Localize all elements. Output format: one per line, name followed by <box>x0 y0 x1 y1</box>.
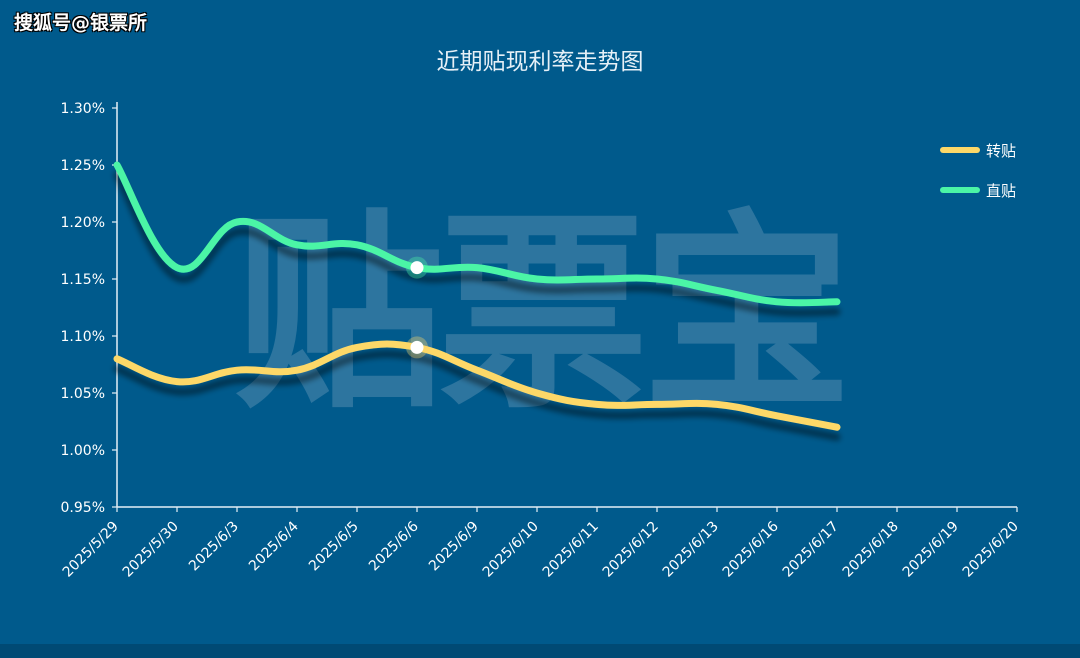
data-point <box>714 401 720 407</box>
x-tick-label: 2025/6/16 <box>720 518 782 580</box>
source-label: 搜狐号@银票所 <box>14 12 148 34</box>
data-point <box>234 367 240 373</box>
data-point <box>654 401 660 407</box>
data-point <box>174 265 180 271</box>
x-tick-label: 2025/6/6 <box>366 518 422 574</box>
data-point <box>714 287 720 293</box>
data-point <box>474 367 480 373</box>
legend-item[interactable]: 转贴 <box>940 130 1016 170</box>
data-point <box>474 265 480 271</box>
data-point <box>534 390 540 396</box>
data-point <box>294 367 300 373</box>
x-tick-label: 2025/6/4 <box>246 518 302 574</box>
data-point <box>354 242 360 248</box>
y-tick-label: 0.95% <box>61 500 105 516</box>
y-tick-label: 1.15% <box>61 272 105 288</box>
y-tick-label: 1.25% <box>61 158 105 174</box>
x-tick-label: 2025/5/29 <box>60 519 122 581</box>
x-tick-label: 2025/6/3 <box>186 519 242 575</box>
bottom-band <box>0 644 1080 658</box>
data-point <box>594 401 600 407</box>
x-tick-label: 2025/6/11 <box>540 519 602 581</box>
data-point <box>114 162 120 168</box>
x-tick-label: 2025/6/17 <box>780 519 842 581</box>
x-tick-label: 2025/6/19 <box>900 519 962 581</box>
x-tick-label: 2025/6/5 <box>306 519 362 575</box>
data-point <box>834 299 840 305</box>
x-tick-label: 2025/6/20 <box>960 519 1022 581</box>
x-tick-label: 2025/6/18 <box>840 519 902 581</box>
series-line <box>113 340 841 431</box>
chart-title: 近期贴现利率走势图 <box>436 49 644 75</box>
legend-swatch <box>940 187 980 193</box>
data-point <box>594 276 600 282</box>
data-point <box>774 413 780 419</box>
x-tick-label: 2025/6/12 <box>600 519 662 581</box>
data-point <box>410 261 424 275</box>
data-point <box>774 299 780 305</box>
data-point <box>534 276 540 282</box>
y-tick-label: 1.10% <box>61 329 105 345</box>
legend-label: 直贴 <box>986 181 1017 200</box>
legend-swatch <box>940 147 980 153</box>
x-tick-label: 2025/6/10 <box>480 519 542 581</box>
x-tick-label: 2025/6/13 <box>660 519 722 581</box>
data-point <box>834 424 840 430</box>
legend-label: 转贴 <box>986 141 1017 160</box>
y-tick-label: 1.05% <box>61 386 105 402</box>
data-point <box>234 219 240 225</box>
y-tick-label: 1.00% <box>61 443 105 459</box>
data-point <box>354 344 360 350</box>
legend-item[interactable]: 直贴 <box>940 170 1016 210</box>
data-point <box>114 356 120 362</box>
data-point <box>654 276 660 282</box>
legend: 转贴 直贴 <box>940 130 1016 210</box>
series-line <box>113 161 841 307</box>
x-tick-label: 2025/5/30 <box>120 519 182 581</box>
y-tick-label: 1.30% <box>61 101 105 117</box>
data-point <box>294 242 300 248</box>
data-point <box>410 340 424 354</box>
y-tick-label: 1.20% <box>61 215 105 231</box>
x-tick-label: 2025/6/9 <box>426 519 482 575</box>
data-point <box>174 379 180 385</box>
